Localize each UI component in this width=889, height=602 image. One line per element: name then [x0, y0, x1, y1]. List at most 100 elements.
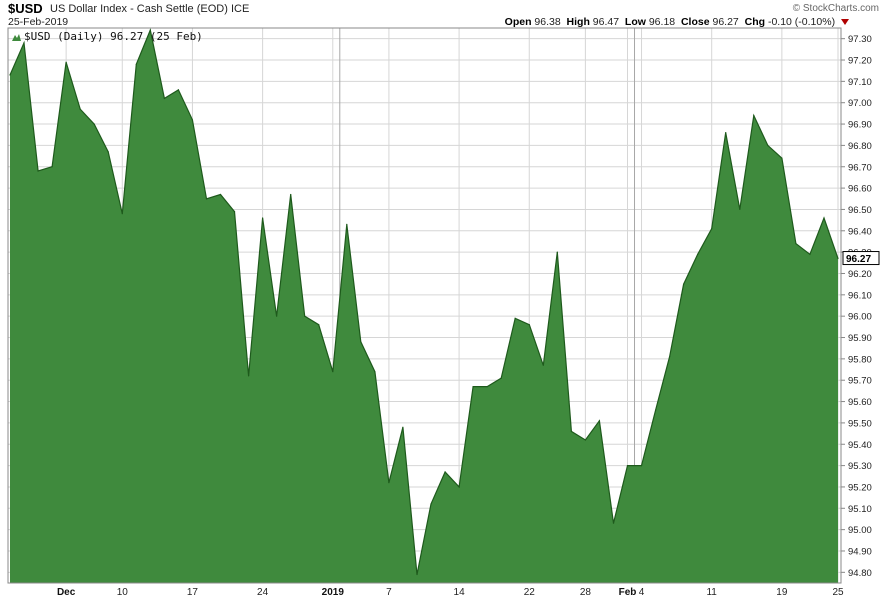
- x-axis: Dec 10 17 24 2019 7 14 22 28 Feb 4 11 19 25: [57, 587, 844, 598]
- y-tick-label: 96.50: [848, 205, 872, 216]
- last-value-box: [842, 251, 880, 266]
- x-tick-label: 10: [117, 587, 129, 598]
- ohlc-readout: Open 96.38 High 96.47 Low 96.18 Close 96…: [505, 16, 849, 28]
- data-point: [233, 211, 236, 213]
- data-point: [795, 243, 797, 245]
- data-point: [388, 482, 390, 484]
- x-tick-label: Dec: [57, 587, 76, 598]
- data-point: [767, 144, 769, 146]
- y-tick-label: 96.70: [848, 162, 872, 173]
- x-tick-label: 19: [776, 587, 788, 598]
- y-tick-label: 95.90: [848, 333, 872, 344]
- data-point: [823, 217, 825, 219]
- x-tick-label: 17: [187, 587, 199, 598]
- x-tick-label: 24: [257, 587, 269, 598]
- low-value: 96.18: [648, 16, 676, 28]
- data-point: [711, 228, 713, 230]
- data-point: [121, 213, 123, 215]
- close-value: 96.27: [712, 16, 739, 28]
- x-tick-label: 2019: [322, 587, 345, 598]
- symbol: $USD: [8, 1, 43, 16]
- x-tick-label: Feb: [619, 587, 637, 598]
- data-point: [276, 315, 278, 317]
- x-tick-label: 28: [580, 587, 592, 598]
- y-tick-label: 95.30: [848, 461, 872, 472]
- last-value-marker: 96.27: [842, 251, 880, 266]
- data-point: [781, 157, 783, 159]
- data-point: [290, 193, 292, 196]
- legend-text: $USD (Daily) 96.27 (25 Feb): [24, 30, 203, 43]
- data-point: [669, 356, 671, 358]
- data-point: [472, 386, 474, 388]
- y-tick-label: 95.50: [848, 418, 872, 429]
- y-tick-label: 96.10: [848, 290, 872, 301]
- x-tick-label: 11: [706, 587, 717, 598]
- x-tick-label: 4: [639, 587, 645, 598]
- data-point: [346, 223, 348, 225]
- data-point: [430, 503, 432, 505]
- copyright: © StockCharts.com: [792, 3, 879, 14]
- x-tick-label: 14: [454, 587, 466, 598]
- y-tick-label: 95.60: [848, 397, 872, 408]
- open-value: 96.38: [534, 16, 561, 28]
- data-point: [556, 251, 558, 253]
- y-tick-label: 95.20: [848, 482, 872, 493]
- y-tick-label: 96.40: [848, 226, 872, 237]
- y-tick-label: 95.80: [848, 354, 872, 365]
- data-point: [683, 283, 685, 285]
- data-point: [598, 420, 601, 422]
- area-fill: [10, 30, 838, 584]
- y-tick-label: 96.60: [848, 184, 872, 195]
- data-point: [318, 324, 320, 326]
- y-tick-label: 96.00: [848, 312, 872, 323]
- y-tick-label: 96.20: [848, 269, 872, 280]
- data-point: [753, 114, 755, 117]
- y-axis: 94.80 94.90 95.00 95.10 95.20 95.30 95.40 95.50…: [841, 34, 872, 579]
- data-point: [107, 151, 109, 153]
- price-series: [9, 28, 839, 584]
- data-point: [626, 465, 629, 467]
- data-point: [542, 364, 544, 366]
- chart-date: 25-Feb-2019: [8, 16, 69, 28]
- legend: $USD (Daily) 96.27 (25 Feb): [12, 30, 203, 43]
- data-point: [486, 386, 488, 388]
- data-point: [570, 430, 573, 432]
- y-tick-label: 94.80: [848, 568, 872, 579]
- low-label: Low: [624, 16, 646, 28]
- data-point: [191, 119, 193, 121]
- data-point: [739, 208, 741, 210]
- data-point: [725, 132, 727, 134]
- data-point: [640, 465, 643, 467]
- data-point: [360, 341, 362, 343]
- x-tick-label: 25: [832, 587, 844, 598]
- y-tick-label: 94.90: [848, 546, 872, 557]
- y-tick-label: 97.30: [848, 34, 872, 45]
- price-line: [9, 28, 839, 575]
- data-point: [332, 371, 334, 373]
- data-point: [809, 253, 811, 255]
- data-point: [205, 198, 208, 200]
- y-tick-label: 96.90: [848, 120, 872, 131]
- data-point: [612, 522, 615, 524]
- data-point: [51, 166, 53, 168]
- data-point: [584, 439, 587, 441]
- data-point: [93, 123, 95, 125]
- mountain-legend-icon: [12, 34, 21, 41]
- data-point: [135, 63, 137, 65]
- data-point: [416, 573, 418, 576]
- data-point: [500, 377, 502, 379]
- data-point: [65, 61, 67, 63]
- data-point: [697, 253, 699, 255]
- data-point: [262, 217, 264, 219]
- chg-value: -0.10 (-0.10%): [767, 16, 836, 28]
- x-tick-label: 22: [524, 587, 536, 598]
- data-point: [79, 108, 81, 110]
- y-tick-label: 95.40: [848, 440, 872, 451]
- y-tick-label: 97.00: [848, 98, 872, 109]
- instrument-name: US Dollar Index - Cash Settle (EOD) ICE: [50, 3, 250, 15]
- data-point: [528, 324, 530, 326]
- y-tick-label: 95.00: [848, 525, 872, 536]
- y-tick-label: 97.20: [848, 56, 872, 67]
- y-tick-label: 95.10: [848, 504, 872, 515]
